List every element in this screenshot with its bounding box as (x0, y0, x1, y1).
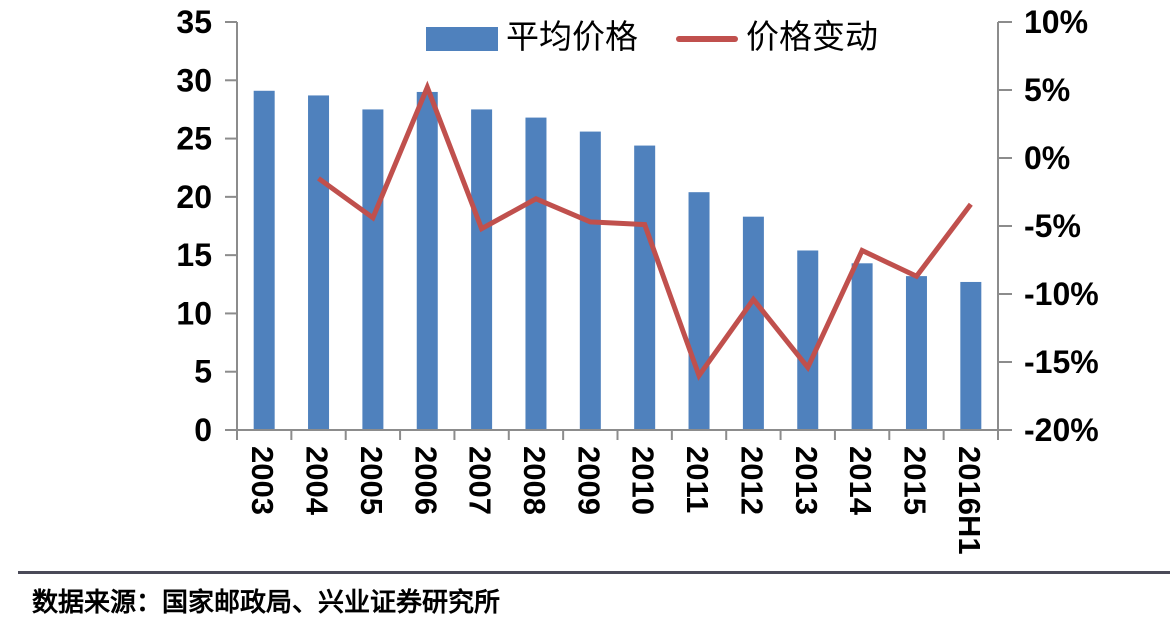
x-category-label: 2009 (571, 446, 606, 515)
right-axis-tick-label: -10% (1024, 276, 1099, 312)
right-axis-tick-label: 5% (1024, 72, 1070, 108)
line-series-swatch-icon (676, 35, 738, 42)
bar-2007 (471, 109, 493, 430)
price-change-line (317, 80, 973, 381)
left-axis-tick-label: 30 (176, 62, 212, 98)
left-axis-tick-label: 5 (194, 354, 212, 390)
bar-2013 (797, 250, 819, 430)
x-category-label: 2010 (626, 446, 661, 515)
x-category-label: 2007 (463, 446, 498, 515)
legend-item-average-price: 平均价格 (426, 22, 638, 55)
left-axis-tick-label: 15 (176, 237, 212, 273)
line-series-label: 价格变动 (746, 20, 878, 56)
bar-2014 (851, 263, 873, 430)
bar-2006 (416, 91, 438, 430)
legend-item-price-change: 价格变动 (676, 22, 878, 55)
right-axis-tick-label: -15% (1024, 344, 1099, 380)
x-category-label: 2006 (408, 446, 443, 515)
footer-divider (18, 571, 1170, 574)
x-category-label: 2015 (897, 446, 932, 515)
right-axis-tick-label: -20% (1024, 412, 1099, 448)
bar-series-swatch-icon (426, 26, 498, 51)
bar-2005 (362, 109, 384, 430)
bar-2012 (742, 216, 764, 430)
left-axis-tick-label: 25 (176, 121, 212, 157)
x-category-label: 2005 (354, 446, 389, 515)
x-category-label: 2003 (245, 446, 280, 515)
bar-2004 (308, 95, 330, 430)
x-category-label: 2012 (734, 446, 769, 515)
x-category-label: 2016H1 (952, 446, 987, 555)
bar-2009 (579, 131, 601, 430)
left-axis-tick-label: 0 (194, 412, 212, 448)
source-text: 数据来源：国家邮政局、兴业证券研究所 (32, 588, 501, 617)
x-category-label: 2011 (680, 446, 715, 513)
x-category-label: 2014 (843, 446, 878, 516)
bar-2011 (688, 192, 710, 430)
right-axis-tick-label: 0% (1024, 140, 1070, 176)
x-category-label: 2004 (300, 446, 335, 516)
bar-2003 (253, 90, 275, 430)
chart-legend: 平均价格 价格变动 (426, 22, 878, 55)
right-axis-tick-label: 10% (1024, 4, 1088, 40)
bar-2008 (525, 117, 547, 431)
left-axis-tick-label: 20 (176, 179, 212, 215)
bar-2015 (905, 276, 927, 430)
right-axis-tick-label: -5% (1024, 208, 1081, 244)
price-combo-chart: 0 5 10 15 20 25 30 35 10% 5% 0% -5% -10% -15% -20% 2003… (176, 4, 1099, 555)
x-category-label: 2008 (517, 446, 552, 515)
x-category-label: 2013 (789, 446, 824, 515)
bar-2010 (634, 145, 656, 430)
bar-series-label: 平均价格 (506, 20, 638, 56)
bar-2016H1 (960, 281, 982, 430)
left-axis-tick-label: 10 (176, 295, 212, 331)
left-axis-tick-label: 35 (176, 4, 212, 40)
